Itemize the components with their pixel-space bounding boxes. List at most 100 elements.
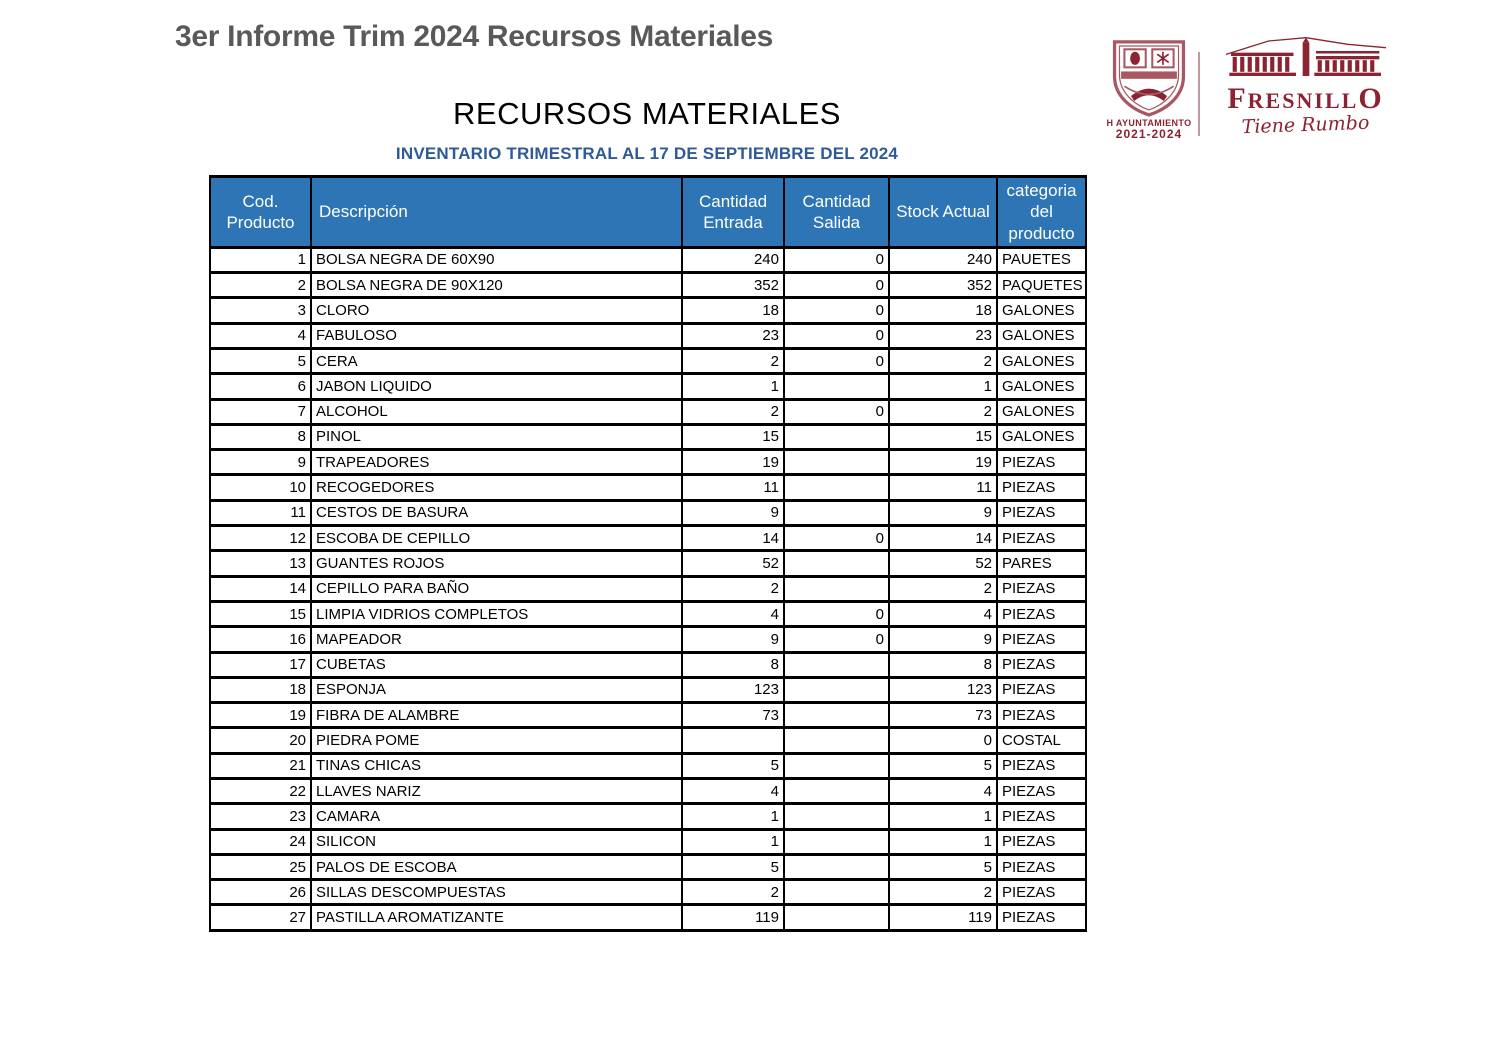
city-crest-logo: H AYUNTAMIENTO 2021-2024 (1103, 38, 1195, 142)
entrada-cell (681, 726, 785, 755)
entrada-cell: 4 (681, 599, 785, 629)
code-cell: 16 (209, 625, 312, 654)
stock-cell: 5 (888, 751, 998, 781)
stock-cell: 73 (888, 701, 998, 730)
description-cell: CEPILLO PARA BAÑO (310, 574, 683, 603)
table-row: 4 FABULOSO 23 0 23 GALONES (209, 321, 1087, 350)
description-cell: MAPEADOR (310, 625, 683, 654)
categoria-cell: GALONES (996, 397, 1087, 426)
description-cell: ESCOBA DE CEPILLO (310, 523, 683, 553)
code-cell: 7 (209, 397, 312, 426)
table-row: 15 LIMPIA VIDRIOS COMPLETOS 4 0 4 PIEZAS (209, 599, 1087, 629)
col-header-categoria: categoria del producto (996, 175, 1087, 249)
code-cell: 10 (209, 473, 312, 502)
categoria-cell: GALONES (996, 346, 1087, 376)
stock-cell: 0 (888, 726, 998, 755)
stock-cell: 11 (888, 473, 998, 502)
report-title: 3er Informe Trim 2024 Recursos Materiale… (175, 20, 773, 53)
entrada-cell: 5 (681, 852, 785, 882)
stock-cell: 5 (888, 852, 998, 882)
table-row: 25 PALOS DE ESCOBA 5 5 PIEZAS (209, 852, 1087, 882)
table-row: 23 CAMARA 1 1 PIEZAS (209, 802, 1087, 831)
code-cell: 9 (209, 448, 312, 477)
categoria-cell: PIEZAS (996, 599, 1087, 629)
salida-cell: 0 (783, 523, 890, 553)
salida-cell (783, 852, 890, 882)
categoria-cell: PIEZAS (996, 498, 1087, 528)
inventory-table-body: 1 BOLSA NEGRA DE 60X90 240 0 240 PAUETES 2 BOLS… (209, 245, 1087, 932)
description-cell: ALCOHOL (310, 397, 683, 426)
description-cell: CUBETAS (310, 650, 683, 679)
stock-cell: 2 (888, 878, 998, 907)
table-row: 10 RECOGEDORES 11 11 PIEZAS (209, 473, 1087, 502)
salida-cell (783, 422, 890, 452)
entrada-cell: 8 (681, 650, 785, 679)
salida-cell (783, 675, 890, 705)
description-cell: FABULOSO (310, 321, 683, 350)
table-row: 9 TRAPEADORES 19 19 PIEZAS (209, 448, 1087, 477)
stock-cell: 123 (888, 675, 998, 705)
salida-cell: 0 (783, 625, 890, 654)
salida-cell (783, 802, 890, 831)
entrada-cell: 4 (681, 776, 785, 806)
table-row: 12 ESCOBA DE CEPILLO 14 0 14 PIEZAS (209, 523, 1087, 553)
table-row: 26 SILLAS DESCOMPUESTAS 2 2 PIEZAS (209, 878, 1087, 907)
col-header-cantidad-entrada: Cantidad Entrada (681, 175, 785, 249)
entrada-cell: 123 (681, 675, 785, 705)
salida-cell: 0 (783, 321, 890, 350)
code-cell: 14 (209, 574, 312, 603)
salida-cell (783, 751, 890, 781)
salida-cell (783, 903, 890, 932)
categoria-cell: GALONES (996, 422, 1087, 452)
stock-cell: 1 (888, 372, 998, 401)
stock-cell: 2 (888, 397, 998, 426)
table-row: 14 CEPILLO PARA BAÑO 2 2 PIEZAS (209, 574, 1087, 603)
salida-cell: 0 (783, 599, 890, 629)
categoria-cell: PAUETES (996, 245, 1087, 275)
salida-cell (783, 372, 890, 401)
stock-cell: 352 (888, 271, 998, 300)
salida-cell (783, 498, 890, 528)
stock-cell: 4 (888, 776, 998, 806)
stock-cell: 9 (888, 498, 998, 528)
code-cell: 13 (209, 549, 312, 578)
description-cell: BOLSA NEGRA DE 90X120 (310, 271, 683, 300)
entrada-cell: 240 (681, 245, 785, 275)
entrada-cell: 11 (681, 473, 785, 502)
crest-shield-icon (1112, 40, 1186, 117)
entrada-cell: 2 (681, 574, 785, 603)
crest-caption: H AYUNTAMIENTO 2021-2024 (1103, 118, 1195, 142)
categoria-cell: PIEZAS (996, 776, 1087, 806)
inventory-table: Cod. Producto Descripción Cantidad Entra… (209, 175, 1087, 932)
table-row: 22 LLAVES NARIZ 4 4 PIEZAS (209, 776, 1087, 806)
table-row: 2 BOLSA NEGRA DE 90X120 352 0 352 PAQUETES (209, 271, 1087, 300)
stock-cell: 240 (888, 245, 998, 275)
salida-cell (783, 549, 890, 578)
categoria-cell: GALONES (996, 372, 1087, 401)
table-row: 11 CESTOS DE BASURA 9 9 PIEZAS (209, 498, 1087, 528)
fresnillo-logo: FRESNILLO Tiene Rumbo (1213, 36, 1398, 138)
code-cell: 8 (209, 422, 312, 452)
description-cell: FIBRA DE ALAMBRE (310, 701, 683, 730)
categoria-cell: PAQUETES (996, 271, 1087, 300)
code-cell: 2 (209, 271, 312, 300)
description-cell: LIMPIA VIDRIOS COMPLETOS (310, 599, 683, 629)
table-row: 7 ALCOHOL 2 0 2 GALONES (209, 397, 1087, 426)
categoria-cell: PARES (996, 549, 1087, 578)
stock-cell: 9 (888, 625, 998, 654)
categoria-cell: PIEZAS (996, 448, 1087, 477)
stock-cell: 19 (888, 448, 998, 477)
stock-cell: 2 (888, 346, 998, 376)
fresnillo-wordmark: FRESNILLO (1227, 82, 1384, 115)
table-row: 13 GUANTES ROJOS 52 52 PARES (209, 549, 1087, 578)
code-cell: 3 (209, 296, 312, 325)
entrada-cell: 2 (681, 397, 785, 426)
categoria-cell: PIEZAS (996, 523, 1087, 553)
description-cell: PIEDRA POME (310, 726, 683, 755)
code-cell: 12 (209, 523, 312, 553)
categoria-cell: PIEZAS (996, 650, 1087, 679)
code-cell: 25 (209, 852, 312, 882)
stock-cell: 1 (888, 827, 998, 856)
entrada-cell: 2 (681, 878, 785, 907)
monument-icon (1225, 36, 1386, 76)
